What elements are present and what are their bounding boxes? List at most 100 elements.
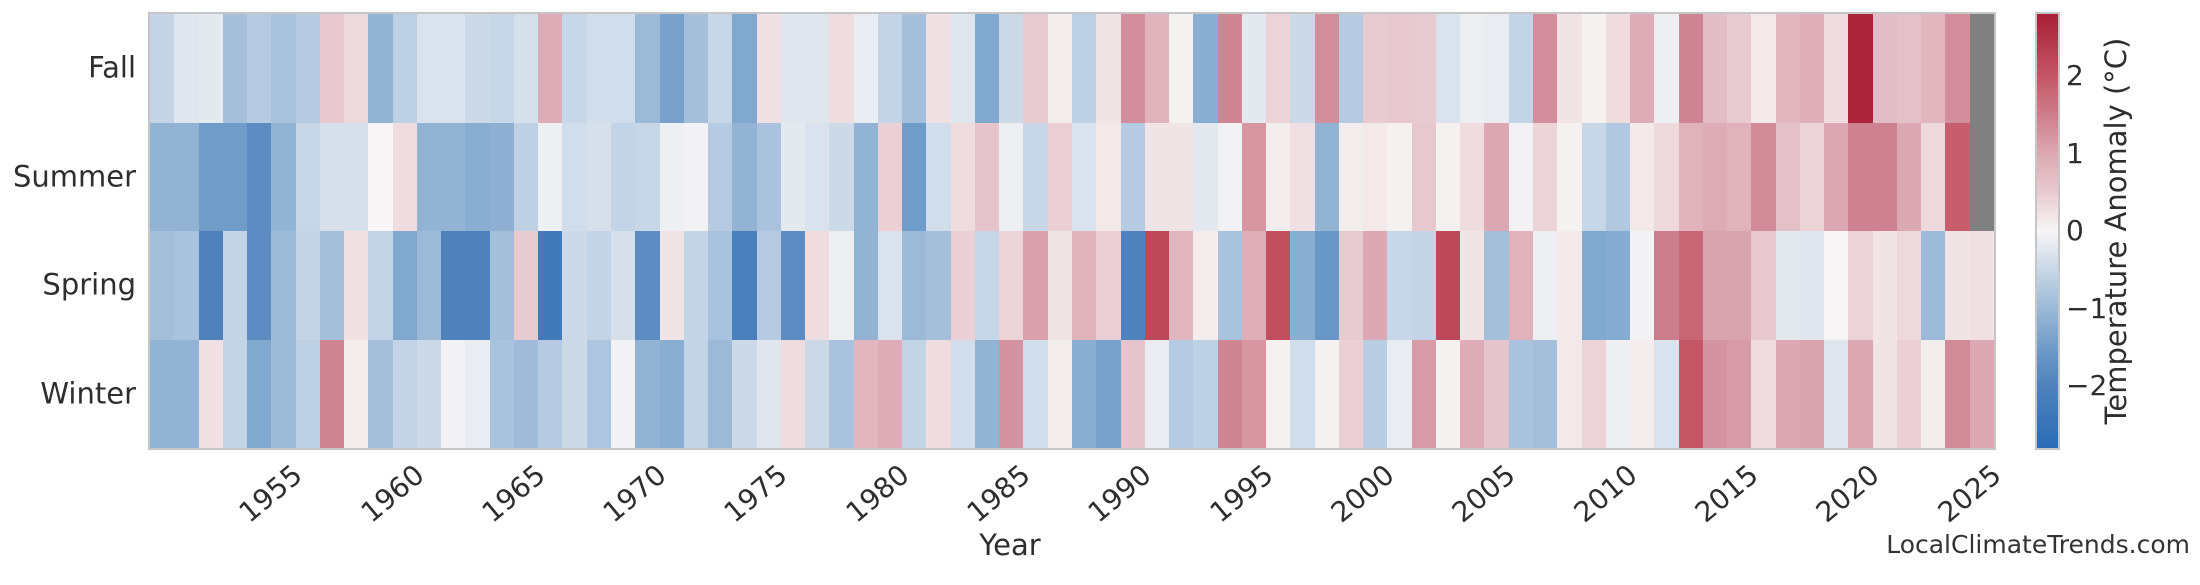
heatmap-cell [756, 339, 781, 448]
heatmap-cell [392, 14, 417, 123]
heatmap-cell [1144, 14, 1170, 123]
heatmap-cell [174, 339, 199, 448]
heatmap-cell [1363, 14, 1388, 123]
heatmap-cell [1775, 14, 1800, 123]
heatmap-cell [1435, 339, 1461, 448]
heatmap-cell [271, 339, 296, 448]
heatmap-cell [1799, 231, 1825, 340]
heatmap-cell [1605, 231, 1631, 340]
heatmap-cell [1945, 339, 1970, 448]
heatmap-cell [416, 339, 442, 448]
heatmap-cell [1120, 122, 1145, 231]
heatmap-cell [1363, 231, 1388, 340]
heatmap-cell [1023, 339, 1048, 448]
heatmap-cell [1144, 339, 1170, 448]
heatmap-cell [513, 231, 539, 340]
heatmap-cell [732, 231, 757, 340]
heatmap-cell [853, 339, 878, 448]
heatmap-cell [1217, 14, 1242, 123]
heatmap-cell [586, 339, 611, 448]
heatmap-cell [1775, 231, 1800, 340]
heatmap-cell [1435, 122, 1461, 231]
colorbar [2035, 12, 2060, 450]
heatmap-cell [1896, 231, 1922, 340]
heatmap-cell [1072, 231, 1097, 340]
heatmap-cell [489, 339, 514, 448]
heatmap-cell [1096, 339, 1121, 448]
heatmap-cell [1266, 122, 1291, 231]
heatmap-cell [489, 14, 514, 123]
heatmap-cell [1047, 122, 1072, 231]
heatmap-cell [708, 339, 733, 448]
heatmap-cell [465, 231, 490, 340]
heatmap-cell [950, 231, 975, 340]
heatmap-cell [732, 14, 757, 123]
heatmap-cell [1751, 231, 1776, 340]
heatmap-cell [513, 14, 539, 123]
heatmap-cell [295, 122, 320, 231]
heatmap-cell [659, 14, 684, 123]
heatmap-cell [635, 14, 660, 123]
heatmap-cell [1435, 14, 1461, 123]
heatmap-cell [174, 122, 199, 231]
heatmap-cell [441, 339, 466, 448]
heatmap-cell [708, 122, 733, 231]
heatmap-cell [683, 122, 709, 231]
heatmap-cell [1630, 14, 1655, 123]
year-tick-label: 1955 [232, 458, 309, 530]
heatmap-cell [999, 14, 1024, 123]
heatmap-cell [780, 231, 806, 340]
heatmap-cell [1533, 122, 1558, 231]
heatmap-cell [1969, 231, 1994, 340]
heatmap-cell [441, 14, 466, 123]
heatmap-cell [247, 339, 272, 448]
heatmap-cell [1241, 14, 1267, 123]
heatmap-cell [586, 122, 611, 231]
heatmap-cell [829, 339, 854, 448]
heatmap-cell [1654, 14, 1679, 123]
year-tick-label: 1980 [839, 458, 916, 530]
heatmap-cell [1387, 231, 1412, 340]
heatmap-cell [198, 122, 223, 231]
heatmap-cell [999, 122, 1024, 231]
heatmap-cell [756, 122, 781, 231]
heatmap-cell [150, 339, 175, 448]
heatmap-cell [659, 122, 684, 231]
heatmap-cell [805, 231, 830, 340]
heatmap-cell [1702, 14, 1728, 123]
heatmap-cell [1824, 339, 1849, 448]
heatmap-cell [1727, 122, 1752, 231]
heatmap-cell [295, 14, 320, 123]
heatmap-cell [635, 231, 660, 340]
colorbar-tick-label: −1 [2066, 291, 2108, 325]
heatmap-cell [1654, 231, 1679, 340]
heatmap-cell [999, 339, 1024, 448]
heatmap-cell [1217, 339, 1242, 448]
heatmap-cell [319, 339, 345, 448]
heatmap-cell [416, 231, 442, 340]
heatmap-cell [926, 14, 951, 123]
heatmap-cell [247, 231, 272, 340]
heatmap-cell [1508, 122, 1533, 231]
heatmap-cell [1460, 339, 1485, 448]
heatmap-cell [1799, 339, 1825, 448]
heatmap-cell [465, 339, 490, 448]
heatmap-cell [1557, 231, 1582, 340]
heatmap-cell [562, 231, 587, 340]
heatmap-cell [1945, 122, 1970, 231]
heatmap-cell [1581, 122, 1606, 231]
heatmap-cell [1824, 231, 1849, 340]
heatmap-cell [1460, 14, 1485, 123]
heatmap-cell [1072, 122, 1097, 231]
heatmap-cell [853, 231, 878, 340]
heatmap-cell [1799, 122, 1825, 231]
heatmap-cell [708, 231, 733, 340]
x-axis-title: Year [979, 528, 1041, 562]
heatmap-cell [150, 122, 175, 231]
heatmap-cell [1848, 14, 1873, 123]
heatmap-cell [1969, 14, 1994, 123]
heatmap-cell [1630, 339, 1655, 448]
heatmap-cell [416, 14, 442, 123]
heatmap-cell [683, 339, 709, 448]
heatmap-cell [1290, 122, 1315, 231]
